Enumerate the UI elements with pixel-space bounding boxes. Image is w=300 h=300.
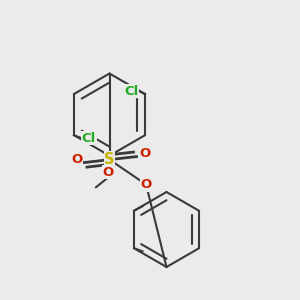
Text: O: O	[71, 153, 82, 166]
Text: S: S	[104, 152, 115, 167]
Text: Cl: Cl	[82, 132, 96, 145]
Text: Cl: Cl	[124, 85, 139, 98]
Text: O: O	[140, 178, 152, 191]
Text: O: O	[140, 147, 151, 160]
Text: O: O	[102, 166, 114, 179]
